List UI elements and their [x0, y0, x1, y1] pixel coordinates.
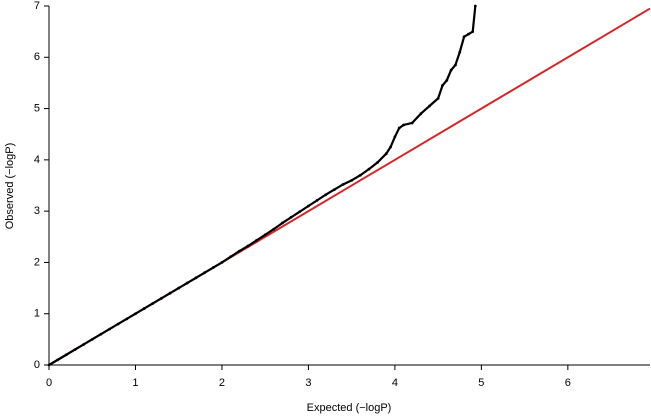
point	[428, 104, 431, 108]
point	[246, 244, 250, 248]
point	[237, 249, 241, 253]
point	[315, 198, 319, 202]
point	[341, 183, 345, 186]
point	[229, 255, 232, 259]
point	[90, 337, 94, 341]
point	[402, 123, 405, 127]
point	[281, 221, 284, 225]
point	[185, 281, 189, 285]
x-tick-label: 6	[565, 377, 571, 389]
point	[177, 286, 181, 290]
point	[56, 358, 60, 362]
point	[324, 193, 328, 197]
point	[332, 188, 336, 192]
point-trace	[48, 5, 477, 366]
point	[367, 167, 371, 171]
point	[445, 78, 449, 82]
x-tick-label: 1	[132, 377, 138, 389]
point	[125, 317, 129, 321]
point	[64, 353, 68, 357]
y-axis-label: Observed (−logP)	[4, 143, 16, 230]
point	[376, 161, 380, 164]
point	[211, 266, 215, 269]
point	[168, 291, 172, 295]
y-tick-label: 2	[34, 256, 40, 268]
point	[436, 96, 440, 100]
point	[255, 238, 258, 242]
x-tick-label: 3	[305, 377, 311, 389]
point	[142, 307, 146, 310]
point	[298, 210, 302, 214]
x-tick-label: 2	[219, 377, 225, 389]
point	[73, 348, 77, 352]
point	[263, 233, 267, 237]
point	[220, 261, 224, 264]
point	[272, 227, 276, 231]
y-tick-label: 6	[34, 51, 40, 63]
point	[473, 4, 477, 8]
point	[151, 302, 155, 305]
point	[441, 84, 444, 87]
y-tick-label: 1	[34, 308, 40, 320]
point	[462, 35, 466, 39]
point	[82, 343, 85, 346]
point	[389, 145, 392, 149]
point	[454, 63, 457, 67]
point	[449, 68, 453, 72]
point	[384, 152, 388, 156]
y-tick-label: 7	[34, 0, 40, 12]
y-tick-label: 5	[34, 102, 40, 114]
point	[410, 121, 414, 125]
y-tick-label: 0	[34, 359, 40, 371]
point	[419, 112, 423, 116]
point	[289, 215, 293, 219]
y-tick-label: 4	[34, 154, 40, 166]
point	[458, 50, 462, 54]
point	[307, 204, 310, 208]
point	[393, 135, 397, 139]
x-tick-label: 5	[478, 377, 484, 389]
point	[467, 32, 470, 36]
point	[134, 312, 137, 316]
point	[358, 173, 362, 177]
point	[47, 363, 51, 367]
point	[397, 126, 401, 130]
point	[160, 296, 163, 300]
point	[194, 276, 198, 280]
point	[116, 322, 120, 326]
point	[203, 271, 207, 275]
x-axis-label: Expected (−logP)	[307, 402, 392, 414]
x-tick-label: 0	[46, 377, 52, 389]
x-tick-label: 4	[392, 377, 398, 389]
point	[471, 30, 475, 34]
y-tick-label: 3	[34, 205, 40, 217]
point	[350, 178, 354, 182]
point	[108, 327, 111, 331]
point	[99, 332, 103, 336]
